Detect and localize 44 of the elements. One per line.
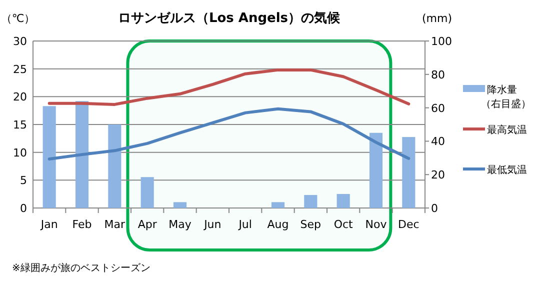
x-tick-label: Nov [365, 218, 388, 231]
y2-tick-label: 100 [431, 35, 452, 48]
y2-tick-label: 40 [431, 135, 445, 148]
x-tick-label: Apr [138, 218, 158, 231]
legend-label: 最高気温 [487, 124, 527, 136]
x-tick-label: Feb [72, 218, 92, 231]
y-tick-label: 10 [13, 146, 27, 160]
x-tick-label: Jun [203, 218, 222, 231]
x-tick-label: Dec [398, 218, 420, 231]
y-axis-title: （℃） [0, 12, 36, 25]
line-series [48, 68, 410, 106]
bar [108, 124, 122, 208]
x-tick-label: Oct [334, 218, 354, 231]
x-tick-label: Jul [238, 218, 252, 231]
line-series [48, 107, 410, 161]
bar [336, 194, 350, 208]
bar [140, 177, 154, 208]
y-tick-label: 0 [20, 202, 27, 215]
y2-tick-label: 0 [431, 202, 438, 215]
y2-axis-title: (mm) [422, 12, 452, 25]
bar [173, 202, 187, 208]
bar [402, 137, 416, 208]
x-tick-label: Mar [104, 218, 126, 231]
legend-label: 最低気温 [487, 164, 527, 176]
chart-title: ロサンゼルス（Los Angels）の気候 [118, 11, 342, 26]
bar [304, 194, 318, 208]
y-tick-label: 15 [13, 118, 27, 132]
x-tick-label: Aug [267, 218, 289, 231]
y2-tick-label: 60 [431, 102, 445, 115]
x-tick-label: May [168, 218, 192, 231]
y2-tick-label: 80 [431, 68, 445, 82]
bar [369, 132, 383, 208]
y-tick-label: 25 [13, 62, 27, 76]
y2-tick-label: 20 [431, 168, 445, 182]
bar [42, 106, 56, 208]
text: ※緑囲みが旅のベストシーズン [12, 262, 150, 274]
legend-label: 降水量（右目盛） [481, 84, 531, 110]
y-tick-label: 5 [20, 174, 27, 188]
x-tick-label: Jan [40, 218, 58, 231]
x-tick-label: Sep [300, 218, 322, 231]
y-tick-label: 20 [13, 90, 27, 104]
bar [75, 101, 89, 208]
bar [271, 202, 285, 208]
y-tick-label: 30 [13, 35, 27, 48]
